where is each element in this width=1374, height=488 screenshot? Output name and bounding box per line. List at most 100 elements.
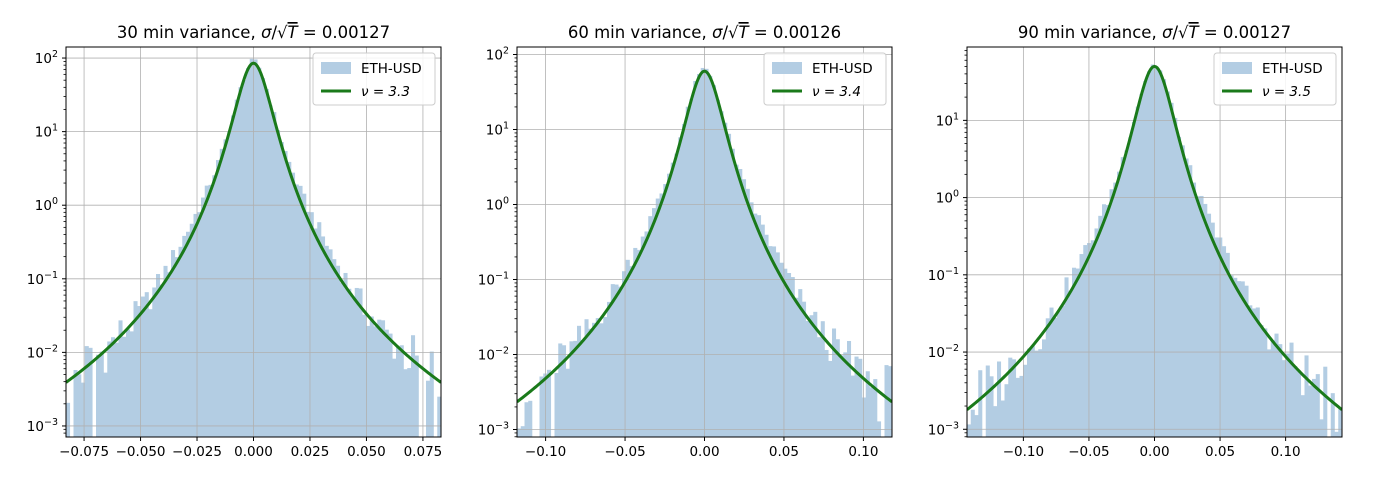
histogram-bar [1000, 400, 1005, 437]
histogram-bar [77, 374, 82, 437]
histogram-bar [862, 397, 867, 437]
chart-title: 30 min variance, σ/√T = 0.00127 [117, 23, 390, 42]
histogram-bar [1267, 349, 1272, 437]
histogram-bar [369, 316, 374, 437]
histogram-bars [66, 58, 441, 437]
x-tick-label: −0.10 [1003, 444, 1044, 460]
histogram-bar [884, 365, 889, 437]
histogram-bar [1027, 348, 1032, 437]
histogram-bar [343, 272, 348, 437]
histogram-bar [1154, 66, 1159, 437]
histogram-bar [678, 137, 683, 437]
x-tick-label: −0.025 [172, 444, 222, 460]
histogram-bar [667, 173, 672, 437]
histogram-bar [81, 382, 86, 437]
histogram-bar [865, 371, 870, 437]
histogram-bar [309, 212, 314, 437]
histogram-bar [234, 99, 239, 437]
histogram-bar [558, 343, 563, 437]
histogram-bar [174, 257, 179, 437]
x-tick-label: 0.05 [1205, 444, 1235, 460]
histogram-bar [351, 297, 356, 437]
histogram-bar [573, 340, 578, 437]
histogram-bar [625, 259, 630, 437]
histogram-bar [760, 224, 765, 437]
y-tick-label: 10−3 [478, 421, 509, 439]
histogram-bar [186, 231, 191, 437]
chart-panel-2: −0.10 −0.05 0.00 0.05 0.10 10−3 10−2 10−1 100 101… [478, 23, 893, 460]
histogram-bar [426, 380, 431, 437]
y-tick-label: 102 [35, 49, 58, 67]
histogram-bar [783, 268, 788, 437]
histogram-bar [1248, 305, 1253, 437]
histogram-bar [1030, 345, 1035, 437]
histogram-bar [1177, 136, 1182, 437]
histogram-bar [813, 311, 818, 437]
histogram-bar [700, 67, 705, 437]
y-tick-label: 10−1 [928, 266, 959, 284]
histogram-bar [1252, 308, 1257, 437]
y-tick-label: 100 [35, 196, 58, 214]
histogram-bar [1158, 70, 1163, 437]
histogram-bar [745, 188, 750, 437]
histogram-bar [997, 361, 1002, 437]
histogram-bar [1042, 339, 1047, 437]
histogram-bar [1128, 137, 1133, 437]
histogram-bar [607, 301, 612, 437]
histogram-bar [835, 339, 840, 437]
histogram-bar [652, 208, 657, 437]
histogram-bar [569, 341, 574, 437]
histogram-bar [167, 272, 172, 437]
histogram-bar [764, 234, 769, 437]
histogram-bar [407, 368, 412, 437]
histogram-bar [978, 370, 983, 437]
histogram-bar [1098, 215, 1103, 437]
chart-title: 60 min variance, σ/√T = 0.00126 [568, 23, 841, 42]
histogram-bar [66, 402, 71, 437]
legend-label-fit: ν = 3.3 [361, 84, 410, 100]
histogram-bar [1180, 145, 1185, 437]
histogram-bar [554, 372, 559, 437]
histogram-bar [1139, 93, 1144, 437]
histogram-bar [1023, 364, 1028, 437]
y-tick-label: 101 [486, 121, 509, 139]
histogram-bar [141, 296, 146, 437]
histogram-bar [1150, 64, 1155, 437]
histogram-bar [264, 89, 269, 437]
histogram-bar [279, 142, 284, 437]
histogram-bar [313, 228, 318, 437]
histogram-bar [1109, 189, 1114, 437]
histogram-bar [1049, 307, 1054, 437]
histogram-bar [1338, 407, 1342, 437]
histogram-bar [547, 369, 552, 437]
histogram-bar [103, 372, 108, 437]
histogram-bar [208, 184, 213, 437]
histogram-bar [610, 284, 615, 437]
histogram-bar [727, 133, 732, 437]
histogram-bar [171, 250, 176, 437]
histogram-bar [682, 124, 687, 437]
histogram-bar [738, 169, 743, 437]
histogram-bar [321, 236, 326, 437]
x-tick-label: −0.050 [116, 444, 166, 460]
grid-lines [967, 47, 1342, 437]
histogram-bar [1274, 333, 1279, 437]
histogram-bar [603, 317, 608, 437]
histogram-bar [614, 284, 619, 437]
histogram-bar [970, 409, 975, 437]
histogram-bar [1319, 419, 1324, 437]
histogram-bar [637, 249, 642, 437]
histogram-bar [411, 335, 416, 437]
y-tick-label: 10−3 [27, 417, 58, 435]
histogram-bar [257, 67, 262, 437]
y-tick-label: 102 [486, 46, 509, 64]
x-tick-label: 0.10 [848, 444, 878, 460]
histogram-bar [772, 246, 777, 437]
y-tick-label: 10−1 [478, 271, 509, 289]
histogram-bar [159, 284, 164, 437]
histogram-bar [644, 231, 649, 437]
histogram-bar [1132, 122, 1137, 437]
histogram-bar [858, 358, 863, 437]
histogram-bar [354, 287, 359, 437]
histogram-bar [693, 80, 698, 437]
